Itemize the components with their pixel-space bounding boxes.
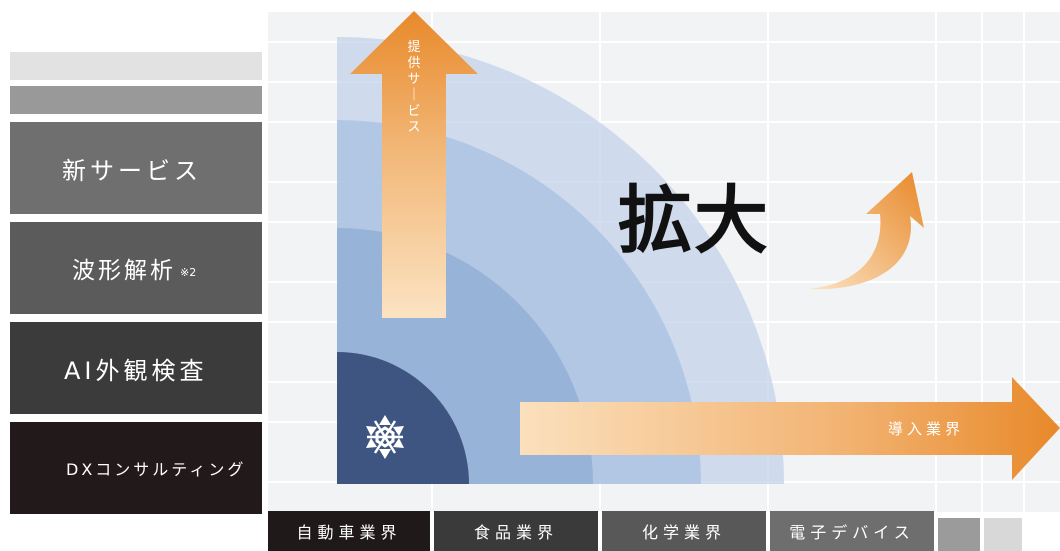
industry-food: 食品業界 <box>434 511 598 551</box>
industry-label: 自動車業界 <box>296 523 402 542</box>
service-ai-visual-inspection: AI外観検査 <box>10 322 262 414</box>
industry-electronic-devices: 電子デバイス <box>770 511 934 551</box>
vertical-arrow <box>350 11 478 318</box>
vertical-arrow-char: ス <box>407 120 421 135</box>
industry-label: 食品業界 <box>473 523 558 542</box>
service-label: 新サービス <box>62 156 202 185</box>
vertical-arrow-char: ｜ <box>407 88 421 103</box>
curved-arrow <box>808 172 924 290</box>
service-label: DXコンサルティング <box>66 460 247 479</box>
arc-core <box>337 352 469 484</box>
industry-automotive: 自動車業界 <box>268 511 430 551</box>
industry-chemical: 化学業界 <box>602 511 766 551</box>
footnote-mark: ※2 <box>180 265 197 279</box>
service-label: AI外観検査 <box>64 356 208 385</box>
vertical-arrow-char: 供 <box>407 56 421 71</box>
placeholder-bar-light <box>10 52 262 80</box>
vertical-arrow-char: 提 <box>407 40 421 55</box>
service-new-services: 新サービス <box>10 122 262 214</box>
expansion-title: 拡大 <box>618 178 770 264</box>
vertical-arrow-char: サ <box>407 72 421 87</box>
vertical-arrow-char: ビ <box>407 104 421 119</box>
vertical-arrow-label: 提供サ｜ビス <box>404 40 424 136</box>
placeholder-bar-mid <box>10 86 262 114</box>
industry-label: 化学業界 <box>641 523 726 542</box>
company-logo-icon <box>366 415 404 459</box>
industry-label: 電子デバイス <box>789 523 915 542</box>
service-label: 波形解析 <box>72 258 176 284</box>
service-dx-consulting: DXコンサルティング <box>10 422 262 514</box>
service-waveform-analysis: 波形解析 ※2 <box>10 222 262 314</box>
horizontal-arrow-label: 導入業界 <box>888 420 965 438</box>
industry-placeholder-light <box>984 518 1022 551</box>
industry-placeholder-mid <box>938 518 980 551</box>
horizontal-arrow <box>520 377 1060 480</box>
